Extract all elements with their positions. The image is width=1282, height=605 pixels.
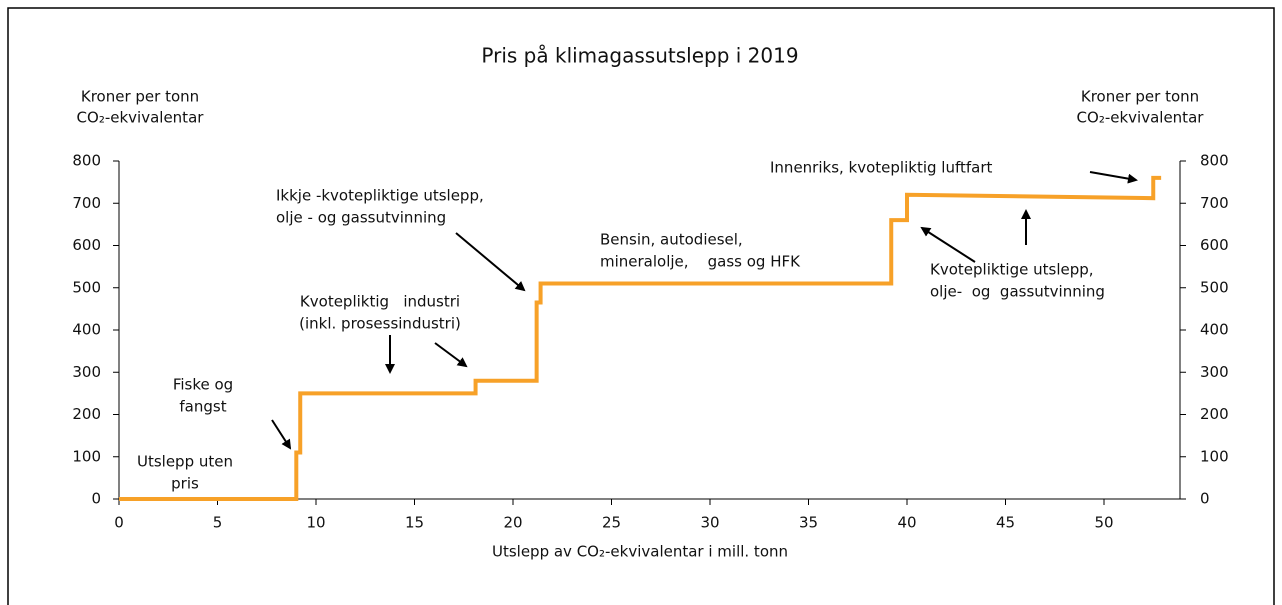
x-tick-label: 50 — [1094, 514, 1113, 532]
y-tick-label: 600 — [72, 236, 101, 254]
y-tick-label: 800 — [72, 152, 101, 170]
annotation: (inkl. prosessindustri) — [299, 315, 461, 333]
arrow — [455, 232, 526, 292]
y-tick-label: 300 — [72, 363, 101, 381]
x-tick-label: 45 — [996, 514, 1015, 532]
annotation: Ikkje -kvotepliktige utslepp, — [276, 187, 484, 205]
y-tick-label: 400 — [72, 321, 101, 339]
x-axis-label: Utslepp av CO₂-ekvivalentar i mill. tonn — [492, 543, 788, 561]
y2-tick-label: 500 — [1200, 278, 1229, 296]
arrow — [1089, 171, 1138, 184]
annotation: pris — [171, 475, 199, 493]
x-tick-label: 25 — [602, 514, 621, 532]
y-tick-label: 100 — [72, 447, 101, 465]
x-tick-label: 20 — [503, 514, 522, 532]
y2-tick-label: 0 — [1200, 490, 1210, 508]
annotation: Innenriks, kvotepliktig luftfart — [770, 159, 992, 177]
y-axis-label: CO₂-ekvivalentar — [77, 109, 205, 127]
annotation: Bensin, autodiesel, — [600, 231, 743, 249]
annotation: Utslepp uten — [137, 453, 233, 471]
x-tick-label: 15 — [405, 514, 424, 532]
arrow — [920, 226, 976, 263]
y2-tick-label: 800 — [1200, 152, 1229, 170]
y2-tick-label: 700 — [1200, 194, 1229, 212]
line-series — [119, 175, 1162, 501]
x-tick-label: 10 — [306, 514, 325, 532]
x-tick-label: 0 — [114, 514, 124, 532]
annotation: Kvotepliktige utslepp, — [930, 261, 1094, 279]
x-tick-label: 35 — [799, 514, 818, 532]
y2-tick-label: 100 — [1200, 447, 1229, 465]
y2-tick-label: 600 — [1200, 236, 1229, 254]
chart-title: Pris på klimagassutslepp i 2019 — [481, 44, 798, 68]
y2-tick-label: 200 — [1200, 405, 1229, 423]
x-tick-label: 40 — [897, 514, 916, 532]
y-axis-label: Kroner per tonn — [81, 88, 199, 106]
annotation: mineralolje, gass og HFK — [600, 253, 801, 271]
y2-axis-label: Kroner per tonn — [1081, 88, 1199, 106]
annotation: Fiske og — [173, 376, 233, 394]
y-tick-label: 500 — [72, 278, 101, 296]
arrows — [271, 171, 1138, 450]
x-tick-label: 5 — [213, 514, 223, 532]
y-tick-label: 200 — [72, 405, 101, 423]
frame — [7, 7, 1275, 605]
annotation: olje - og gassutvinning — [276, 209, 446, 227]
annotation: olje- og gassutvinning — [930, 283, 1105, 301]
y2-axis-label: CO₂-ekvivalentar — [1077, 109, 1205, 127]
annotation: Kvotepliktig industri — [300, 293, 460, 311]
arrow — [434, 342, 468, 368]
y2-tick-label: 400 — [1200, 321, 1229, 339]
y-tick-label: 700 — [72, 194, 101, 212]
x-tick-label: 30 — [700, 514, 719, 532]
arrow — [271, 419, 292, 450]
y2-tick-label: 300 — [1200, 363, 1229, 381]
annotation: fangst — [179, 398, 226, 416]
y-tick-label: 0 — [91, 490, 101, 508]
